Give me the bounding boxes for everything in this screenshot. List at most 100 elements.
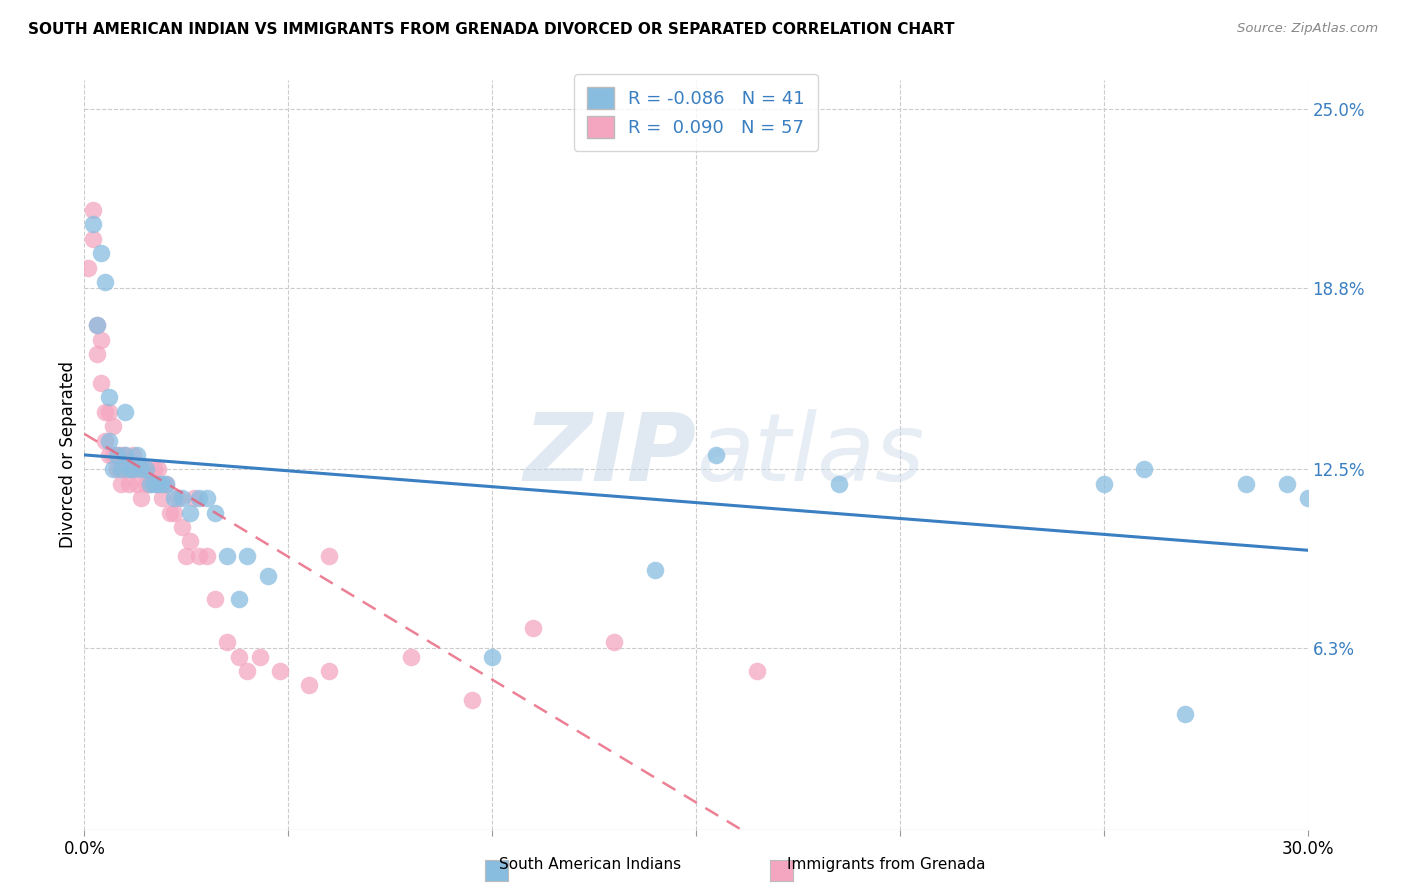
Point [644, 563, 666, 577]
Point [179, 506, 201, 520]
Point [135, 462, 157, 476]
Point [172, 491, 194, 505]
Point [174, 549, 197, 563]
Point [159, 506, 181, 520]
Point [298, 678, 321, 692]
Point [249, 649, 271, 664]
Point [105, 448, 128, 462]
Point [150, 491, 173, 505]
Point [828, 476, 851, 491]
Text: atlas: atlas [696, 409, 924, 500]
Point [318, 549, 340, 563]
Point [706, 448, 728, 462]
Point [228, 649, 250, 664]
Point [93, 275, 115, 289]
Point [86, 318, 108, 333]
Point [142, 462, 165, 476]
Point [187, 491, 209, 505]
Point [236, 549, 259, 563]
Point [257, 569, 280, 583]
Point [135, 476, 157, 491]
Point [127, 448, 149, 462]
Text: South American Indians: South American Indians [499, 857, 682, 872]
Point [82, 202, 104, 217]
Point [269, 664, 291, 678]
Point [127, 476, 149, 491]
Point [138, 476, 160, 491]
Point [172, 520, 194, 534]
Point [101, 419, 124, 434]
Point [82, 218, 104, 232]
Point [228, 592, 250, 607]
Point [135, 462, 157, 476]
Point [97, 405, 120, 419]
Legend: R = -0.086   N = 41, R =  0.090   N = 57: R = -0.086 N = 41, R = 0.090 N = 57 [574, 74, 818, 151]
Point [167, 491, 190, 505]
Point [179, 534, 201, 549]
Point [155, 476, 177, 491]
Point [195, 549, 218, 563]
Point [110, 476, 132, 491]
Y-axis label: Divorced or Separated: Divorced or Separated [59, 361, 77, 549]
Point [204, 592, 226, 607]
Point [138, 476, 160, 491]
Point [522, 621, 544, 635]
Point [131, 491, 153, 505]
Point [163, 491, 186, 505]
Point [118, 476, 141, 491]
Point [97, 448, 120, 462]
Point [114, 405, 136, 419]
Point [122, 448, 145, 462]
Point [114, 448, 136, 462]
Point [90, 376, 112, 390]
Point [90, 246, 112, 260]
Point [1133, 462, 1156, 476]
Point [110, 448, 132, 462]
Point [114, 448, 136, 462]
Point [105, 462, 128, 476]
Point [82, 232, 104, 246]
Point [118, 462, 141, 476]
Point [1174, 707, 1197, 722]
Point [204, 506, 226, 520]
Point [142, 476, 165, 491]
Text: SOUTH AMERICAN INDIAN VS IMMIGRANTS FROM GRENADA DIVORCED OR SEPARATED CORRELATI: SOUTH AMERICAN INDIAN VS IMMIGRANTS FROM… [28, 22, 955, 37]
Point [86, 347, 108, 361]
Point [110, 462, 132, 476]
Point [114, 462, 136, 476]
Point [183, 491, 205, 505]
Point [146, 476, 169, 491]
Point [603, 635, 626, 649]
Point [1277, 476, 1299, 491]
Point [97, 390, 120, 404]
Point [747, 664, 769, 678]
Text: ZIP: ZIP [523, 409, 696, 501]
Point [187, 549, 209, 563]
Point [217, 549, 239, 563]
Point [217, 635, 239, 649]
Point [155, 476, 177, 491]
Text: Immigrants from Grenada: Immigrants from Grenada [786, 857, 986, 872]
Point [1296, 491, 1319, 505]
Point [481, 649, 503, 664]
Point [163, 506, 186, 520]
Point [146, 476, 169, 491]
Point [118, 462, 141, 476]
Point [122, 462, 145, 476]
Point [97, 434, 120, 448]
Point [93, 405, 115, 419]
Point [1236, 476, 1258, 491]
Point [90, 333, 112, 347]
Point [1092, 476, 1115, 491]
Point [101, 462, 124, 476]
Point [77, 260, 100, 275]
Point [146, 462, 169, 476]
Point [101, 448, 124, 462]
Point [461, 693, 484, 707]
Point [318, 664, 340, 678]
Point [150, 476, 173, 491]
Point [93, 434, 115, 448]
Point [122, 462, 145, 476]
Point [86, 318, 108, 333]
Point [195, 491, 218, 505]
